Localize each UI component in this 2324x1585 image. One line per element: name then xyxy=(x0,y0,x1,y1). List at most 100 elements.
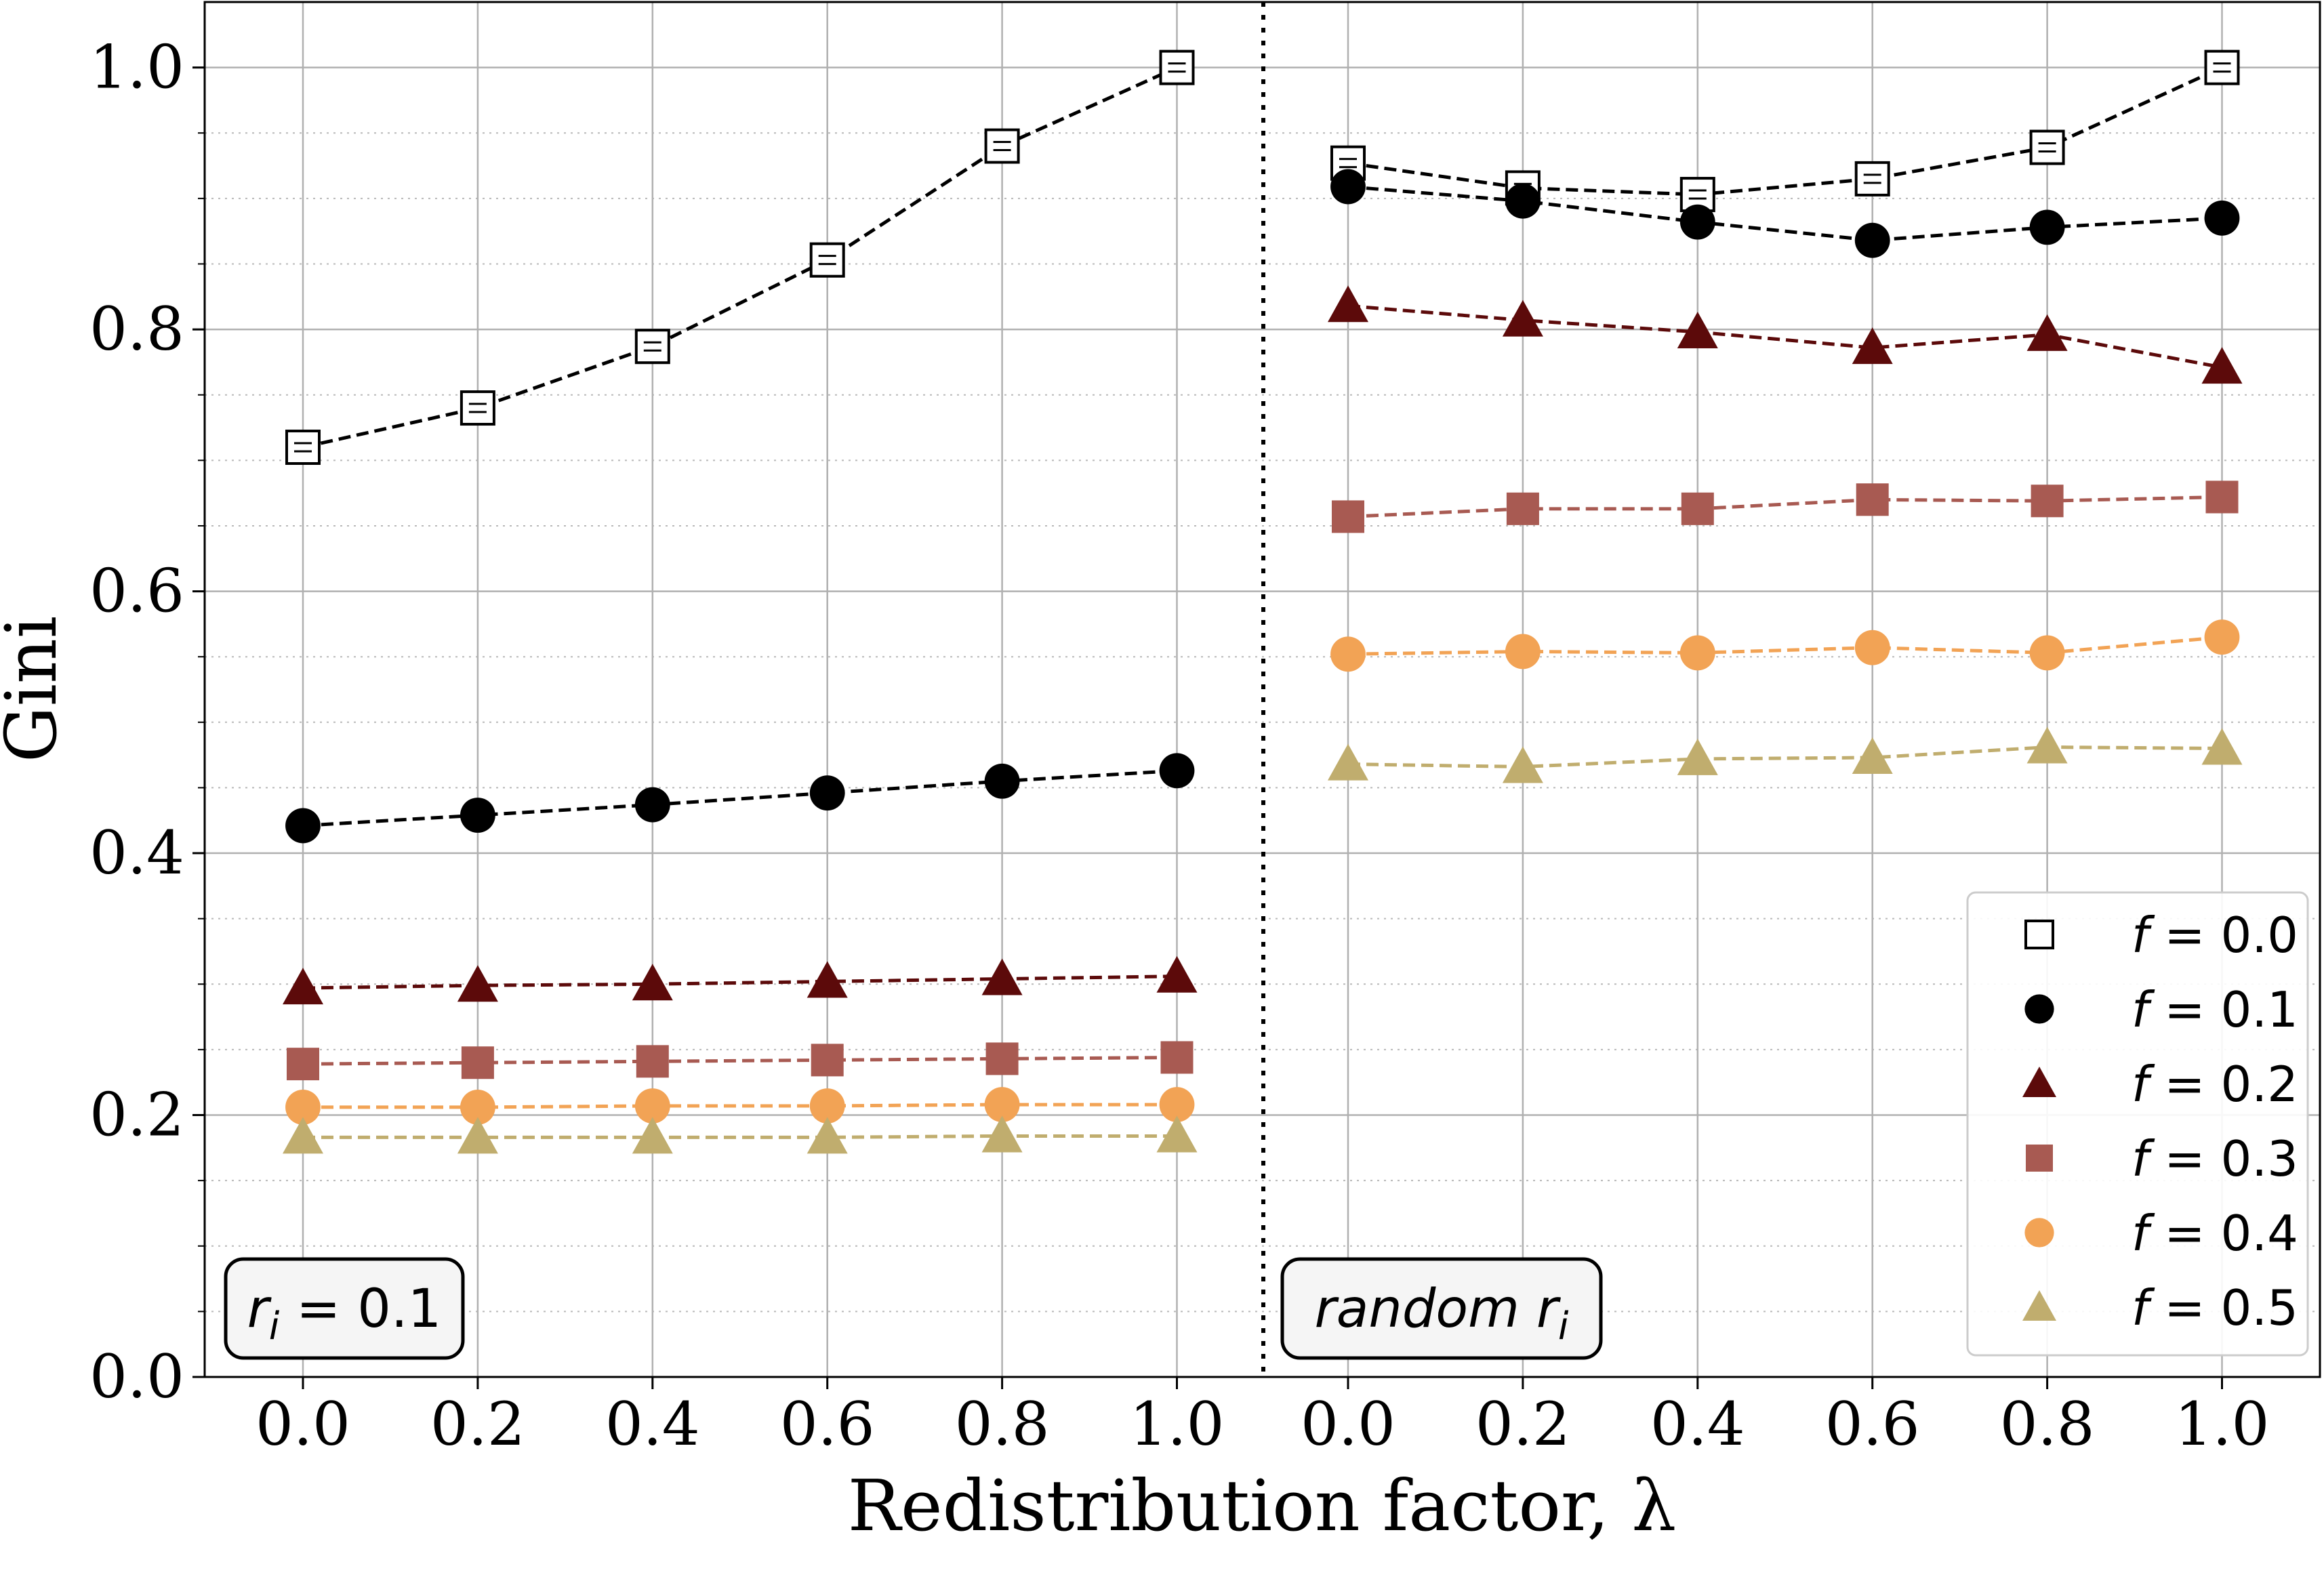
square-marker xyxy=(1332,500,1364,533)
triangle-marker xyxy=(2201,728,2243,765)
axes: 0.0 0.2 0.4 0.6 0.8 1.0 0.0 0.2 0.4 0.6 0.8 1.0 0.0 0… xyxy=(0,33,2269,1547)
x-tick-label: 0.0 xyxy=(1301,1389,1395,1459)
series-4 xyxy=(1330,619,2240,672)
triangle-marker xyxy=(1852,327,1893,365)
circle-marker xyxy=(1159,1087,1195,1122)
x-tick-label: 1.0 xyxy=(1130,1389,1225,1459)
square-marker xyxy=(985,1042,1019,1075)
x-tick-label: 0.4 xyxy=(605,1389,700,1459)
circle-marker xyxy=(2029,635,2065,671)
legend-entry: f = 0.4 xyxy=(2024,1205,2298,1262)
triangle-marker xyxy=(1328,285,1368,323)
open-square-marker xyxy=(809,242,845,278)
circle-marker xyxy=(1505,634,1541,670)
triangle-marker xyxy=(2201,347,2243,384)
x-tick-label: 1.0 xyxy=(2175,1389,2270,1459)
triangle-marker xyxy=(807,961,848,998)
square-marker xyxy=(2026,1145,2053,1172)
open-square-marker xyxy=(1854,161,1890,197)
y-axis-title: Gini xyxy=(0,616,73,763)
triangle-marker xyxy=(1502,300,1543,337)
circle-marker xyxy=(1854,222,1890,258)
triangle-marker xyxy=(283,968,323,1005)
open-square-marker xyxy=(1159,49,1195,85)
circle-marker xyxy=(460,1090,495,1125)
series-5 xyxy=(283,1115,1198,1154)
circle-marker xyxy=(984,763,1020,799)
circle-marker xyxy=(809,1088,845,1124)
circle-marker xyxy=(2024,994,2054,1024)
open-square-marker xyxy=(285,430,321,466)
triangle-marker xyxy=(981,958,1023,995)
open-square-marker xyxy=(984,128,1020,164)
panel-label-box xyxy=(1280,1257,1603,1360)
triangle-marker xyxy=(632,964,673,1001)
square-marker xyxy=(811,1044,844,1077)
x-tick-label: 0.8 xyxy=(2000,1389,2095,1459)
series-4 xyxy=(285,1087,1195,1125)
triangle-marker xyxy=(1156,955,1198,993)
square-marker xyxy=(1506,492,1539,525)
series-1 xyxy=(285,753,1195,844)
legend: f = 0.0 f = 0.1 f = 0.2 f = 0.3 f = 0.4 f = 0… xyxy=(1966,891,2309,1357)
legend-label: f = 0.0 xyxy=(2132,907,2298,964)
legend-entry: f = 0.3 xyxy=(2026,1130,2298,1187)
circle-marker xyxy=(460,798,495,833)
circle-marker xyxy=(2024,1218,2054,1248)
open-square-marker xyxy=(460,390,495,426)
series-3 xyxy=(287,1041,1194,1081)
x-tick-label: 0.8 xyxy=(955,1389,1050,1459)
circle-marker xyxy=(285,1090,321,1125)
y-tick-label: 0.8 xyxy=(89,294,184,364)
panel-label-text: random ri xyxy=(1315,1279,1569,1349)
square-marker xyxy=(1681,492,1714,525)
series-group xyxy=(283,49,2243,1154)
x-axis-title: Redistribution factor, λ xyxy=(848,1464,1677,1547)
x-tick-label: 0.2 xyxy=(1475,1389,1570,1459)
series-1 xyxy=(1330,169,2240,258)
circle-marker xyxy=(1159,753,1195,789)
series-line xyxy=(302,66,1178,449)
circle-marker xyxy=(2204,619,2240,655)
x-tick-label: 0.6 xyxy=(780,1389,875,1459)
circle-marker xyxy=(1330,169,1366,205)
square-marker xyxy=(1856,483,1889,516)
legend-label: f = 0.1 xyxy=(2132,981,2298,1038)
triangle-marker xyxy=(807,1117,848,1154)
open-square-marker xyxy=(2029,129,2065,165)
panel-label: random ri xyxy=(1280,1257,1603,1360)
circle-marker xyxy=(2029,209,2065,245)
panel-label: ri = 0.1 xyxy=(224,1257,465,1360)
triangle-marker xyxy=(981,1115,1023,1153)
triangle-marker xyxy=(2022,1290,2056,1321)
square-marker xyxy=(2205,480,2239,514)
legend-entry: f = 0.2 xyxy=(2022,1056,2298,1113)
circle-marker xyxy=(1330,636,1366,672)
circle-marker xyxy=(809,775,845,811)
triangle-marker xyxy=(1156,1115,1198,1153)
series-3 xyxy=(1332,480,2239,533)
triangle-marker xyxy=(1852,737,1893,774)
triangle-marker xyxy=(2022,1067,2056,1097)
circle-marker xyxy=(984,1087,1020,1122)
legend-label: f = 0.5 xyxy=(2132,1279,2298,1336)
series-line xyxy=(1347,184,2222,243)
triangle-marker xyxy=(283,1117,323,1154)
square-marker xyxy=(2031,485,2064,518)
series-5 xyxy=(1328,726,2243,783)
circle-marker xyxy=(634,787,670,823)
square-marker xyxy=(1160,1041,1194,1074)
y-tick-label: 0.2 xyxy=(89,1080,184,1150)
series-2 xyxy=(1328,285,2243,384)
y-tick-label: 0.6 xyxy=(89,556,184,626)
panel-label-text: ri = 0.1 xyxy=(247,1279,442,1349)
triangle-marker xyxy=(1328,743,1368,781)
square-marker xyxy=(287,1048,319,1081)
triangle-marker xyxy=(1677,738,1718,775)
y-tick-label: 0.4 xyxy=(89,818,184,888)
panel-series xyxy=(1328,49,2243,783)
open-square-marker xyxy=(2204,49,2240,85)
circle-marker xyxy=(1505,183,1541,219)
circle-marker xyxy=(634,1088,670,1124)
series-2 xyxy=(283,955,1198,1005)
